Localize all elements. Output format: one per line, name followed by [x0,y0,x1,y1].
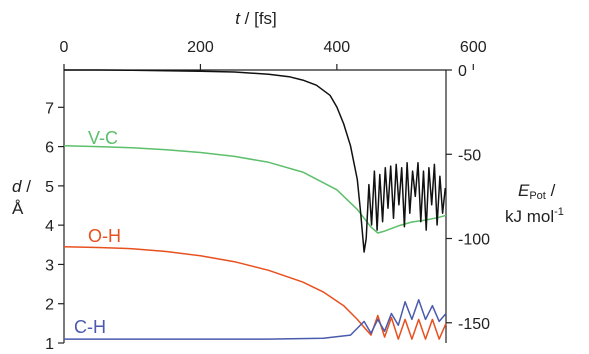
series-label-o-h: O-H [88,226,121,246]
right-axis-title-symbol: E [518,181,530,200]
left-axis-title-rest: / [21,177,31,196]
axes: 0 200 400 600 1 2 3 4 5 6 7 0 -50 -100 -150 [45,39,490,353]
labels: V-C O-H C-H t / [fs] d / Å EPot / kJ mol-1 [12,9,564,337]
right-axis-title-line2: kJ mol-1 [505,206,564,226]
series-energy [64,69,447,253]
series-label-c-h: C-H [74,317,106,337]
right-tick-label-0: 0 [458,63,467,80]
left-axis-title-symbol: d [12,177,22,196]
left-tick-label-4: 4 [45,218,54,235]
right-tick-label--100: -100 [458,232,490,249]
left-tick-label-5: 5 [45,179,54,196]
right-axis-title-unit: kJ mol [505,207,554,226]
right-tick-label--150: -150 [458,316,490,333]
left-axis-title-line2: Å [12,199,24,218]
left-tick-label-1: 1 [45,336,54,353]
right-tick-label--50: -50 [458,147,481,164]
series-o-h [63,246,447,340]
series-v-c [63,145,447,234]
left-axis-title-line1: d / [12,177,31,196]
x-tick-label-200: 200 [187,39,214,56]
left-tick-label-7: 7 [45,100,54,117]
x-tick-label-400: 400 [324,39,351,56]
left-tick-label-6: 6 [45,140,54,157]
right-axis-title-line1: EPot / [518,181,556,202]
series-c-h [64,299,447,340]
x-axis-title: t / [fs] [235,9,277,28]
right-axis-title-superscript: -1 [554,206,564,218]
x-axis-title-main: t [235,9,241,28]
left-tick-label-2: 2 [45,297,54,314]
series-layer [63,69,447,340]
left-tick-label-3: 3 [45,257,54,274]
right-axis-title-slash: / [546,181,556,200]
right-axis-title-subscript: Pot [529,190,546,202]
x-axis-title-unit: / [fs] [240,9,277,28]
series-label-v-c: V-C [88,128,118,148]
x-tick-label-600: 600 [460,39,487,56]
x-tick-label-0: 0 [60,39,69,56]
